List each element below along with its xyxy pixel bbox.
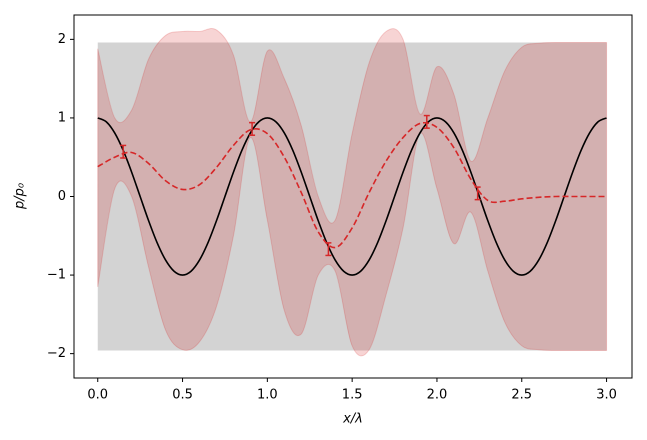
- x-tick-label: 2.0: [427, 388, 448, 403]
- y-axis-label: p/p₀: [13, 182, 28, 210]
- y-tick-label: −1: [47, 268, 66, 283]
- posterior-band: [97, 27, 608, 357]
- y-tick-label: 2: [58, 32, 66, 47]
- x-tick-label: 1.5: [342, 388, 363, 403]
- y-tick-label: 0: [58, 189, 66, 204]
- x-tick-label: 0.0: [87, 388, 108, 403]
- y-tick-label: 1: [58, 110, 66, 125]
- x-tick-label: 0.5: [172, 388, 193, 403]
- x-tick-label: 2.5: [511, 388, 532, 403]
- line: [97, 121, 607, 249]
- y-tick-label: −2: [47, 346, 66, 361]
- line: [97, 117, 607, 276]
- prior-band: [97, 42, 607, 351]
- x-tick-label: 1.0: [257, 388, 278, 403]
- x-axis-label: x/λ: [342, 412, 363, 427]
- x-tick-label: 3.0: [596, 388, 617, 403]
